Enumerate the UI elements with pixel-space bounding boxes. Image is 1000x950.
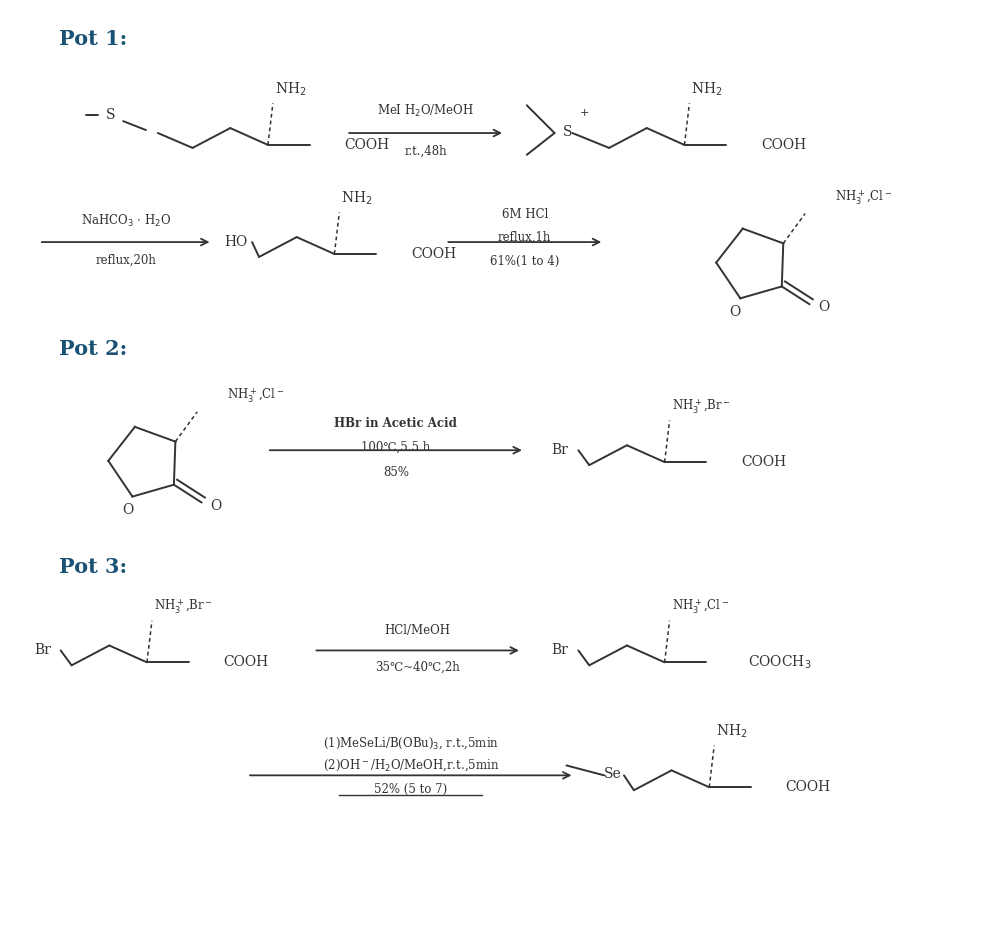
Text: NH$_3^+$,Br$^-$: NH$_3^+$,Br$^-$ (154, 598, 213, 617)
Text: 6M HCl: 6M HCl (502, 208, 548, 220)
Text: O: O (210, 499, 221, 512)
Text: COOH: COOH (223, 656, 268, 670)
Text: Br: Br (552, 643, 568, 657)
Text: NH$_2$: NH$_2$ (691, 81, 723, 98)
Text: S: S (106, 108, 115, 123)
Text: r.t.,48h: r.t.,48h (404, 144, 447, 158)
Text: 61%(1 to 4): 61%(1 to 4) (490, 256, 559, 269)
Text: COOH: COOH (761, 138, 806, 152)
Text: Se: Se (604, 768, 622, 781)
Text: reflux,1h: reflux,1h (498, 231, 551, 243)
Text: (2)OH$^-$/H$_2$O/MeOH,r.t.,5min: (2)OH$^-$/H$_2$O/MeOH,r.t.,5min (323, 758, 499, 773)
Text: COOH: COOH (344, 138, 389, 152)
Text: NH$_3^+$,Cl$^-$: NH$_3^+$,Cl$^-$ (672, 598, 729, 617)
Text: 85%: 85% (383, 466, 409, 479)
Text: NH$_2$: NH$_2$ (275, 81, 306, 98)
Text: Pot 2:: Pot 2: (59, 339, 127, 359)
Text: +: + (579, 108, 589, 118)
Text: NaHCO$_3$ $\cdot$ H$_2$O: NaHCO$_3$ $\cdot$ H$_2$O (81, 213, 171, 229)
Text: NH$_2$: NH$_2$ (716, 723, 748, 740)
Text: Br: Br (552, 444, 568, 457)
Text: HO: HO (224, 235, 248, 249)
Text: COOH: COOH (741, 455, 786, 469)
Text: reflux,20h: reflux,20h (95, 254, 156, 266)
Text: NH$_3^+$,Br$^-$: NH$_3^+$,Br$^-$ (672, 397, 730, 416)
Text: O: O (818, 300, 829, 314)
Text: Br: Br (34, 643, 51, 657)
Text: NH$_2$: NH$_2$ (341, 190, 373, 207)
Text: O: O (730, 305, 741, 319)
Text: NH$_3^+$,Cl$^-$: NH$_3^+$,Cl$^-$ (227, 387, 284, 406)
Text: (1)MeSeLi/B(OBu)$_3$, r.t.,5min: (1)MeSeLi/B(OBu)$_3$, r.t.,5min (323, 736, 499, 751)
Text: COOH: COOH (786, 780, 831, 794)
Text: MeI H$_2$O/MeOH: MeI H$_2$O/MeOH (377, 104, 474, 120)
Text: COOCH$_3$: COOCH$_3$ (748, 654, 812, 671)
Text: HCl/MeOH: HCl/MeOH (385, 624, 451, 637)
Text: O: O (122, 504, 133, 518)
Text: 100℃,5.5 h: 100℃,5.5 h (361, 441, 431, 454)
Text: 35℃~40℃,2h: 35℃~40℃,2h (375, 661, 460, 674)
Text: HBr in Acetic Acid: HBr in Acetic Acid (334, 417, 457, 430)
Text: S: S (562, 125, 572, 139)
Text: COOH: COOH (411, 247, 456, 261)
Text: NH$_3^+$,Cl$^-$: NH$_3^+$,Cl$^-$ (835, 188, 892, 207)
Text: Pot 3:: Pot 3: (59, 558, 127, 578)
Text: 52% (5 to 7): 52% (5 to 7) (374, 783, 447, 796)
Text: Pot 1:: Pot 1: (59, 28, 127, 48)
